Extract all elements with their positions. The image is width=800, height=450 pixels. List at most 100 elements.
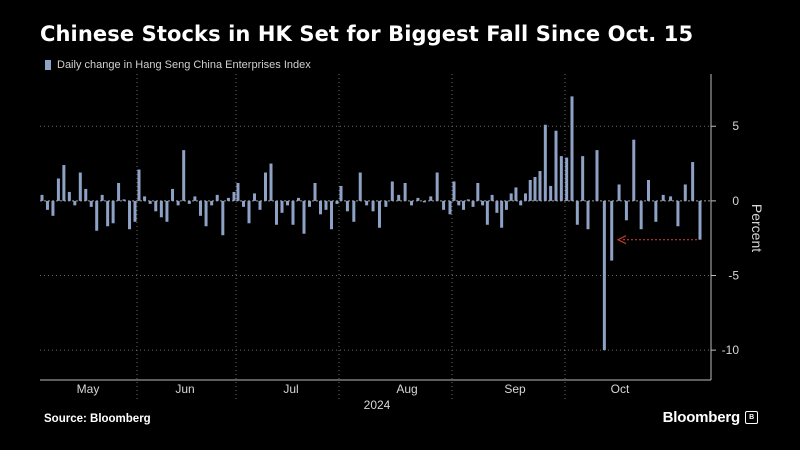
bar	[122, 199, 126, 201]
bar	[422, 200, 426, 203]
bar	[471, 200, 475, 207]
bar	[345, 200, 349, 212]
bar	[462, 200, 466, 210]
bar	[159, 200, 163, 218]
bar	[62, 165, 66, 201]
bar	[313, 182, 317, 201]
bar	[509, 193, 513, 201]
x-tick-label: Jul	[283, 382, 298, 396]
bar	[286, 200, 289, 206]
bar	[528, 179, 532, 201]
bar	[258, 200, 262, 210]
annotation-arrow-head	[616, 235, 627, 245]
bar	[128, 200, 132, 230]
y-tick-label: 5	[732, 119, 739, 133]
bar	[100, 194, 104, 201]
bar	[215, 194, 219, 201]
bar	[538, 171, 542, 201]
bar	[137, 169, 141, 201]
bar	[448, 200, 452, 215]
bar	[221, 200, 225, 236]
bar	[242, 200, 245, 207]
chart-title: Chinese Stocks in HK Set for Biggest Fal…	[40, 22, 694, 46]
bar	[647, 179, 650, 201]
bar	[676, 200, 680, 227]
bar	[403, 182, 407, 201]
bar	[204, 200, 208, 227]
bar	[691, 162, 695, 201]
bar	[624, 200, 628, 221]
bar	[358, 172, 362, 201]
x-tick-label: Sep	[504, 382, 526, 396]
bar	[148, 200, 152, 204]
bar	[586, 200, 590, 230]
bar	[485, 200, 489, 225]
x-tick-label: Oct	[611, 382, 630, 396]
bar	[457, 200, 461, 206]
bar	[390, 181, 394, 201]
bar	[236, 182, 240, 201]
bar	[698, 200, 702, 240]
bar	[133, 200, 137, 222]
bar	[324, 200, 328, 210]
bar	[632, 139, 636, 201]
bar	[377, 200, 381, 228]
bar	[683, 184, 687, 201]
bar	[466, 199, 470, 201]
bar	[297, 197, 300, 201]
x-axis-year-label: 2024	[364, 398, 391, 412]
bar	[365, 200, 369, 206]
bar	[106, 200, 110, 227]
bar	[452, 181, 456, 201]
bar	[210, 200, 214, 206]
bar	[481, 200, 485, 206]
bar	[565, 157, 569, 201]
bar	[253, 193, 256, 201]
bar	[549, 185, 553, 201]
bar	[143, 196, 147, 201]
bar	[198, 200, 202, 216]
bar	[495, 200, 499, 213]
bar	[397, 194, 401, 201]
y-tick-label: -5	[728, 269, 739, 283]
bar	[442, 200, 446, 210]
bar	[610, 200, 614, 261]
bar	[280, 200, 284, 213]
bar	[533, 176, 537, 201]
bar	[165, 200, 169, 222]
bar	[595, 150, 599, 201]
bar	[89, 200, 93, 207]
bar	[581, 156, 585, 201]
bar	[187, 200, 191, 204]
bar	[117, 182, 121, 201]
bar	[275, 200, 278, 225]
bar	[500, 200, 504, 228]
bar	[51, 200, 55, 216]
bar	[308, 200, 311, 207]
bar	[476, 182, 480, 201]
bar	[435, 172, 439, 201]
bar	[669, 196, 673, 201]
bar	[40, 194, 44, 201]
bar	[559, 156, 563, 201]
y-axis-title: Percent	[749, 204, 765, 252]
bar	[339, 185, 343, 201]
bar	[523, 193, 527, 201]
bar	[247, 200, 251, 224]
bar	[416, 197, 420, 201]
bar	[291, 200, 295, 225]
bar	[554, 130, 558, 201]
bar	[371, 200, 375, 212]
bar	[154, 200, 158, 212]
bar	[232, 191, 236, 201]
bloomberg-logo: Bloomberg B	[663, 409, 758, 426]
bar	[335, 200, 339, 204]
bar	[575, 200, 579, 225]
bar	[193, 196, 197, 201]
bar	[639, 200, 643, 230]
y-tick-label: -10	[722, 343, 740, 357]
bar	[429, 196, 433, 201]
bar	[319, 200, 322, 215]
bar	[654, 200, 658, 222]
